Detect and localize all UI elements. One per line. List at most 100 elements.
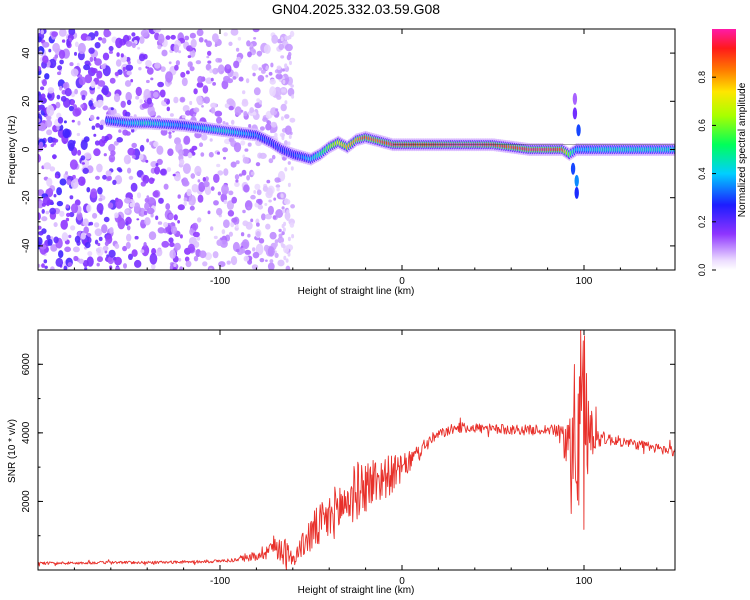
noise-speck	[283, 88, 287, 93]
noise-speck	[67, 262, 73, 267]
noise-speck	[287, 161, 291, 165]
noise-speck	[146, 195, 150, 200]
noise-speck	[193, 241, 200, 248]
noise-speck	[66, 40, 71, 47]
noise-speck	[212, 33, 219, 43]
noise-speck	[40, 29, 44, 35]
noise-speck	[83, 136, 90, 143]
noise-speck	[252, 247, 256, 252]
noise-speck	[289, 117, 296, 123]
noise-speck	[284, 35, 288, 40]
noise-speck	[123, 263, 127, 269]
noise-speck	[70, 68, 79, 77]
noise-speck	[270, 121, 277, 128]
noise-speck	[55, 101, 61, 109]
noise-speck	[217, 151, 220, 155]
noise-speck	[128, 175, 134, 180]
noise-speck	[97, 242, 101, 247]
noise-speck	[135, 95, 140, 100]
noise-speck	[228, 190, 234, 196]
noise-speck	[243, 255, 250, 262]
noise-speck	[139, 144, 145, 152]
noise-speck	[144, 217, 151, 226]
noise-speck	[185, 260, 192, 268]
spectrogram-y-axis-label: Frequency (Hz)	[7, 116, 18, 185]
noise-speck	[38, 231, 44, 236]
noise-speck	[173, 96, 179, 104]
noise-speck	[131, 142, 137, 149]
noise-speck	[103, 153, 107, 157]
noise-speck	[187, 55, 192, 59]
noise-speck	[221, 184, 229, 195]
spectrogram-panel: -100 0 100 -40 -20 0 20 40 Height of straight l…	[7, 28, 676, 297]
noise-speck	[242, 156, 250, 164]
noise-speck	[251, 63, 259, 71]
noise-speck	[64, 246, 71, 253]
noise-speck	[281, 88, 285, 93]
noise-speck	[234, 181, 240, 187]
noise-speck	[247, 206, 251, 210]
noise-speck	[265, 74, 269, 78]
noise-speck	[65, 204, 70, 209]
snr-y-tick-label: 6000	[21, 353, 32, 376]
noise-speck	[115, 198, 123, 209]
snr-line-layer	[38, 330, 675, 570]
noise-speck	[281, 223, 285, 229]
noise-speck	[286, 216, 290, 222]
colorbar-tick-label: 0.2	[697, 216, 707, 229]
noise-speck	[131, 154, 136, 159]
noise-speck	[255, 162, 261, 167]
noise-speck	[258, 238, 265, 244]
noise-speck	[267, 246, 275, 257]
noise-speck	[94, 42, 101, 49]
noise-speck	[287, 236, 291, 242]
noise-speck	[101, 37, 107, 44]
noise-speck	[64, 88, 72, 97]
noise-speck	[103, 135, 109, 142]
noise-speck	[250, 194, 256, 200]
noise-speck	[155, 163, 159, 167]
spectrogram-x-tick-label: 100	[576, 276, 593, 287]
noise-speck	[230, 29, 239, 36]
noise-speck	[43, 162, 52, 170]
noise-speck	[69, 211, 75, 218]
snr-frame	[37, 329, 676, 571]
noise-speck	[193, 88, 198, 95]
noise-speck	[89, 221, 94, 226]
noise-speck	[131, 128, 135, 133]
noise-speck	[42, 41, 50, 48]
noise-speck	[101, 135, 105, 141]
noise-speck	[156, 248, 163, 257]
noise-speck	[145, 159, 149, 163]
noise-speck	[115, 266, 121, 270]
noise-speck	[146, 67, 154, 75]
noise-speck	[144, 202, 150, 211]
noise-speck	[190, 173, 196, 179]
noise-speck	[218, 261, 226, 268]
noise-speck	[53, 138, 59, 143]
noise-speck	[235, 179, 239, 183]
noise-speck	[223, 219, 230, 228]
spectrogram-x-axis-label: Height of straight line (km)	[298, 286, 415, 297]
noise-speck	[96, 203, 104, 214]
noise-speck	[138, 53, 146, 62]
noise-speck	[72, 246, 80, 253]
noise-speck	[96, 163, 103, 173]
noise-speck	[59, 210, 65, 217]
noise-speck	[147, 197, 155, 204]
noise-speck	[243, 184, 250, 193]
noise-speck	[256, 222, 260, 227]
noise-speck	[189, 32, 196, 39]
noise-speck	[179, 96, 186, 103]
noise-speck	[240, 232, 245, 237]
noise-speck	[74, 51, 77, 56]
noise-speck	[257, 204, 263, 210]
noise-speck	[169, 249, 176, 259]
noise-speck	[193, 107, 200, 113]
noise-speck	[154, 62, 161, 69]
noise-speck	[38, 36, 42, 43]
noise-speck	[173, 172, 181, 182]
noise-speck	[281, 68, 286, 72]
noise-speck	[258, 67, 263, 71]
noise-speck	[198, 37, 204, 43]
